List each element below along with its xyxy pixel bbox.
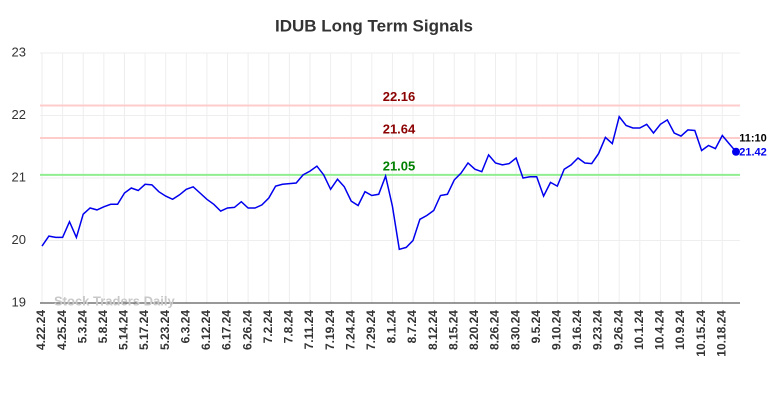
x-tick-label: 8.1.24 (385, 310, 399, 344)
x-tick-label: 4.25.24 (55, 310, 69, 350)
x-tick-label: 9.10.24 (550, 310, 564, 350)
x-tick-label: 5.8.24 (96, 310, 110, 344)
x-tick-label: 5.14.24 (117, 310, 131, 350)
x-tick-label: 10.1.24 (632, 310, 646, 350)
y-tick-label: 22 (12, 107, 26, 122)
x-tick-label: 9.23.24 (591, 310, 605, 350)
y-tick-label: 23 (12, 44, 26, 59)
x-tick-label: 8.15.24 (446, 310, 460, 350)
watermark: Stock Traders Daily (54, 293, 175, 308)
x-tick-label: 4.22.24 (34, 310, 48, 350)
x-tick-label: 6.26.24 (240, 310, 254, 350)
x-tick-label: 6.17.24 (220, 310, 234, 350)
x-tick-label: 10.9.24 (673, 310, 687, 350)
x-tick-label: 7.11.24 (302, 310, 316, 350)
x-tick-label: 9.16.24 (570, 310, 584, 350)
x-tick-label: 5.23.24 (158, 310, 172, 350)
signal-label: 22.16 (383, 89, 416, 104)
x-tick-label: 8.7.24 (405, 310, 419, 344)
x-tick-label: 7.8.24 (282, 310, 296, 344)
last-time: 11:10 (739, 133, 767, 145)
x-tick-label: 8.30.24 (508, 310, 522, 350)
x-tick-label: 8.20.24 (467, 310, 481, 350)
y-tick-label: 21 (12, 169, 26, 184)
price-line (41, 115, 737, 251)
x-tick-label: 7.2.24 (261, 310, 275, 344)
x-tick-label: 7.24.24 (343, 310, 357, 350)
y-tick-label: 20 (12, 232, 26, 247)
signal-label: 21.64 (383, 121, 416, 136)
chart-title: IDUB Long Term Signals (275, 16, 473, 35)
y-tick-label: 19 (12, 294, 26, 309)
x-tick-label: 6.12.24 (199, 310, 213, 350)
x-tick-label: 6.3.24 (178, 310, 192, 344)
signal-label: 21.05 (383, 158, 416, 173)
x-tick-label: 10.18.24 (714, 310, 728, 357)
x-tick-label: 10.4.24 (653, 310, 667, 350)
x-tick-label: 9.5.24 (529, 310, 543, 344)
x-tick-label: 7.19.24 (323, 310, 337, 350)
last-point (732, 147, 740, 156)
x-tick-label: 10.15.24 (694, 310, 708, 357)
x-tick-label: 5.3.24 (75, 310, 89, 344)
x-tick-label: 5.17.24 (137, 310, 151, 350)
x-tick-label: 8.26.24 (488, 310, 502, 350)
last-value: 21.42 (739, 147, 767, 159)
x-tick-label: 8.12.24 (426, 310, 440, 350)
x-tick-label: 9.26.24 (611, 310, 625, 350)
x-tick-label: 7.29.24 (364, 310, 378, 350)
